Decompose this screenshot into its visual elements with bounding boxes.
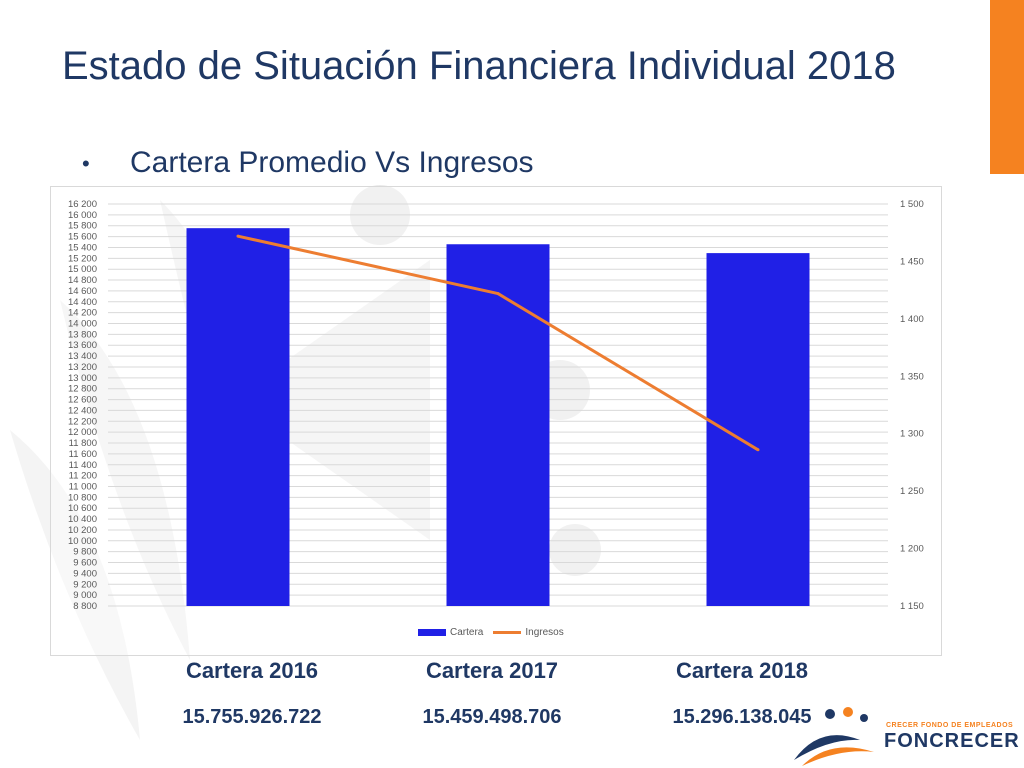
y-left-tick-label: 16 200: [68, 199, 97, 210]
y-left-tick-label: 12 200: [68, 416, 97, 427]
y-right-tick-label: 1 200: [900, 544, 924, 555]
orange-accent-tab: [990, 0, 1024, 174]
summary-label-2016: Cartera 2016: [185, 658, 319, 683]
subtitle: Cartera Promedio Vs Ingresos: [130, 146, 534, 179]
y-left-tick-label: 13 800: [68, 329, 97, 340]
bar-cartera: [446, 244, 550, 606]
summary-label-2017: Cartera 2017: [425, 658, 559, 683]
logo-tagline: CRECER FONDO DE EMPLEADOS: [886, 722, 1014, 729]
y-right-tick-label: 1 250: [900, 486, 924, 497]
legend-item-ingresos: Ingresos: [493, 627, 564, 638]
legend-swatch-ingresos: [493, 631, 522, 634]
legend-item-cartera: Cartera: [418, 627, 483, 638]
y-left-tick-label: 9 000: [73, 590, 97, 601]
y-left-tick-label: 12 600: [68, 395, 97, 406]
y-left-tick-label: 14 600: [68, 286, 97, 297]
point-ingresos: [756, 448, 760, 452]
y-left-tick-label: 10 200: [68, 525, 97, 536]
y-left-tick-label: 9 400: [73, 568, 97, 579]
summary-value-2017: 15.459.498.706: [422, 706, 562, 728]
y-right-tick-label: 1 450: [900, 256, 924, 267]
y-left-tick-label: 10 600: [68, 503, 97, 514]
y-left-tick-label: 13 000: [68, 373, 97, 384]
summary-value-2016: 15.755.926.722: [182, 706, 322, 728]
legend-swatch-cartera: [418, 629, 446, 636]
y-left-tick-label: 13 400: [68, 351, 97, 362]
y-left-tick-label: 12 400: [68, 405, 97, 416]
y-left-tick-label: 14 000: [68, 319, 97, 330]
chart-legend: Cartera Ingresos: [418, 627, 574, 638]
y-left-tick-label: 10 000: [68, 536, 97, 547]
y-right-tick-label: 1 150: [900, 601, 924, 612]
y-left-tick-label: 15 600: [68, 232, 97, 243]
y-left-tick-label: 14 400: [68, 297, 97, 308]
logo-name: FONCRECER: [884, 730, 1020, 752]
summary-value-2018: 15.296.138.045: [672, 706, 812, 728]
y-left-tick-label: 10 400: [68, 514, 97, 525]
bar-cartera: [186, 228, 290, 607]
y-left-tick-label: 12 000: [68, 427, 97, 438]
y-left-tick-label: 10 800: [68, 492, 97, 503]
y-left-tick-label: 14 800: [68, 275, 97, 286]
y-left-tick-label: 9 800: [73, 547, 97, 558]
point-ingresos: [496, 292, 500, 296]
y-left-tick-label: 11 800: [69, 438, 97, 449]
legend-label-cartera: Cartera: [450, 627, 484, 638]
y-left-tick-label: 14 200: [68, 308, 97, 319]
y-left-tick-label: 11 200: [69, 471, 97, 482]
y-left-tick-label: 15 800: [68, 221, 97, 232]
y-right-tick-label: 1 300: [900, 429, 924, 440]
foncrecer-logo: [794, 707, 874, 766]
y-right-tick-label: 1 400: [900, 314, 924, 325]
y-left-tick-label: 16 000: [68, 210, 97, 221]
y-left-tick-label: 15 200: [68, 253, 97, 264]
subtitle-row: • Cartera Promedio Vs Ingresos: [82, 146, 534, 180]
bullet: •: [82, 151, 90, 177]
y-right-tick-label: 1 350: [900, 371, 924, 382]
y-left-tick-label: 11 600: [69, 449, 97, 460]
y-left-tick-label: 13 600: [68, 340, 97, 351]
summary-label-2018: Cartera 2018: [675, 658, 809, 683]
y-left-tick-label: 15 400: [68, 242, 97, 253]
y-left-tick-label: 12 800: [68, 384, 97, 395]
y-right-tick-label: 1 500: [900, 199, 924, 210]
page-title: Estado de Situación Financiera Individua…: [62, 44, 896, 88]
legend-label-ingresos: Ingresos: [525, 627, 564, 638]
y-left-tick-label: 9 200: [73, 579, 97, 590]
y-left-tick-label: 9 600: [73, 558, 97, 569]
y-left-tick-label: 15 000: [68, 264, 97, 275]
y-left-tick-label: 13 200: [68, 362, 97, 373]
y-left-tick-label: 8 800: [73, 601, 97, 612]
point-ingresos: [236, 234, 240, 238]
y-left-tick-label: 11 000: [69, 481, 97, 492]
y-left-tick-label: 11 400: [69, 460, 97, 471]
